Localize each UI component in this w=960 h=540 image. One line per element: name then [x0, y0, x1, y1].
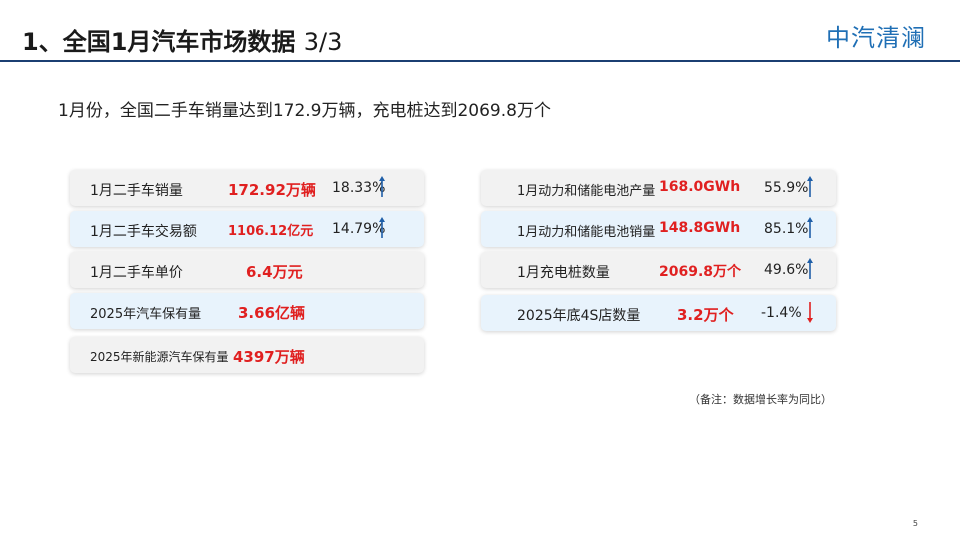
stat-label: 1月二手车交易额: [90, 224, 197, 240]
footnote: （备注：数据增长率为同比）: [689, 393, 832, 406]
up-arrow-icon: [379, 217, 385, 239]
up-arrow-icon: [807, 258, 813, 280]
stat-card: 1月二手车交易额 1106.12亿元 14.79%: [70, 211, 424, 247]
stat-label: 1月二手车单价: [90, 265, 183, 281]
stat-card: 1月动力和储能电池产量 168.0GWh 55.9%: [481, 170, 836, 206]
up-arrow-icon: [807, 176, 813, 198]
page-title-text: 1、全国1月汽车市场数据: [22, 28, 296, 56]
header-divider: [0, 60, 960, 62]
up-arrow-icon: [807, 217, 813, 239]
brand-logo: 中汽清澜: [826, 24, 926, 52]
stat-card: 2025年新能源汽车保有量 4397万辆: [70, 337, 424, 373]
down-arrow-icon: [807, 301, 813, 323]
stat-card: 1月动力和储能电池销量 148.8GWh 85.1%: [481, 211, 836, 247]
stat-growth: 14.79%: [332, 221, 386, 237]
page-title-page: 3/3: [303, 28, 343, 56]
stat-label: 2025年底4S店数量: [517, 308, 641, 324]
stat-growth: 18.33%: [332, 180, 386, 196]
stat-value: 3.2万个: [677, 306, 734, 324]
stat-label: 2025年汽车保有量: [90, 307, 202, 322]
stat-value: 3.66亿辆: [238, 304, 306, 322]
stat-card: 2025年汽车保有量 3.66亿辆: [70, 293, 424, 329]
stat-label: 1月二手车销量: [90, 183, 183, 199]
stat-value: 168.0GWh: [659, 179, 741, 195]
page-number: 5: [912, 519, 918, 528]
stat-value: 148.8GWh: [659, 220, 741, 236]
stat-growth: -1.4%: [761, 305, 802, 321]
stat-card: 1月二手车单价 6.4万元: [70, 252, 424, 288]
page-title: 1、全国1月汽车市场数据 3/3: [22, 22, 342, 57]
stat-card: 1月充电桩数量 2069.8万个 49.6%: [481, 252, 836, 288]
stat-label: 1月动力和储能电池产量: [517, 184, 656, 199]
stat-card: 1月二手车销量 172.92万辆 18.33%: [70, 170, 424, 206]
stat-value: 4397万辆: [233, 348, 305, 366]
stat-growth: 85.1%: [764, 221, 809, 237]
stat-label: 2025年新能源汽车保有量: [90, 350, 229, 364]
stat-card: 2025年底4S店数量 3.2万个 -1.4%: [481, 295, 836, 331]
stat-value: 2069.8万个: [659, 264, 742, 280]
stat-growth: 49.6%: [764, 262, 809, 278]
stat-growth: 55.9%: [764, 180, 809, 196]
stat-label: 1月充电桩数量: [517, 265, 610, 281]
up-arrow-icon: [379, 176, 385, 198]
stat-value: 6.4万元: [246, 263, 303, 281]
stat-value: 172.92万辆: [228, 181, 316, 199]
stat-label: 1月动力和储能电池销量: [517, 225, 656, 240]
stat-value: 1106.12亿元: [228, 224, 314, 239]
summary-text: 1月份，全国二手车销量达到172.9万辆，充电桩达到2069.8万个: [58, 101, 551, 121]
